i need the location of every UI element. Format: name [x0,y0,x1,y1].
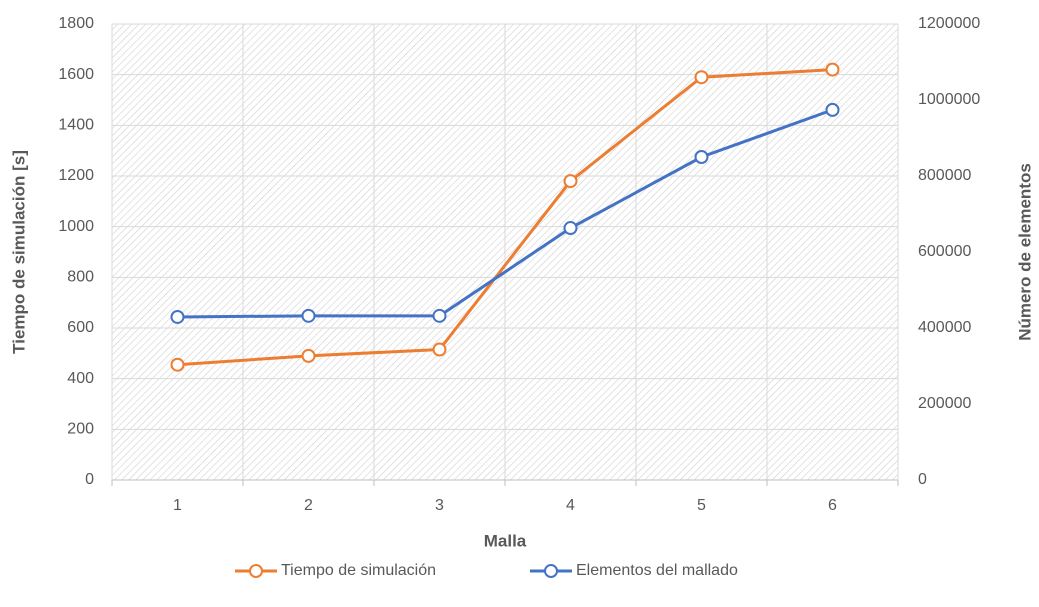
x-tick-label: 2 [304,497,313,514]
y-tick-label: 1800 [58,15,94,32]
x-tick-label: 3 [435,497,444,514]
legend-label: Elementos del mallado [576,562,738,579]
y2-tick-label: 200000 [918,395,971,412]
point [301,348,316,363]
point [825,62,840,77]
y-tick-label: 1200 [58,167,94,184]
y-tick-label: 0 [85,471,94,488]
point [825,102,840,117]
point [563,221,578,236]
point [694,150,709,164]
series-line [177,108,834,319]
y-tick-label: 1600 [58,66,94,83]
point [301,308,316,323]
y2-tick-label: 1200000 [918,15,980,32]
y-tick-label: 1400 [58,117,94,134]
y2-tick-label: 800000 [918,167,971,184]
legend-marker [544,564,558,578]
x-tick-label: 6 [828,497,837,514]
series-line [177,68,833,367]
x-tick-label: 1 [173,497,182,514]
point [432,342,447,357]
legend-label: Tiempo de simulación [281,562,436,579]
y2-tick-label: 600000 [918,243,971,260]
point [170,357,185,372]
x-tick-label: 4 [566,497,575,514]
point [694,70,709,85]
legend-marker [249,564,263,578]
y-tick-label: 1000 [58,218,94,235]
y2-tick-label: 0 [918,471,927,488]
x-tick-label: 5 [697,497,706,514]
y-tick-label: 200 [67,421,94,438]
point [170,309,185,324]
y-tick-label: 800 [67,269,94,286]
point [563,174,578,189]
y-tick-label: 600 [67,319,94,336]
point [432,308,447,323]
x-axis-title: Malla [484,531,527,550]
y2-axis-title: Número de elementos [1015,163,1034,341]
y-axis-title: Tiempo de simulación [s] [9,150,28,354]
y2-tick-label: 1000000 [918,91,980,108]
y-tick-label: 400 [67,370,94,387]
y2-tick-label: 400000 [918,319,971,336]
